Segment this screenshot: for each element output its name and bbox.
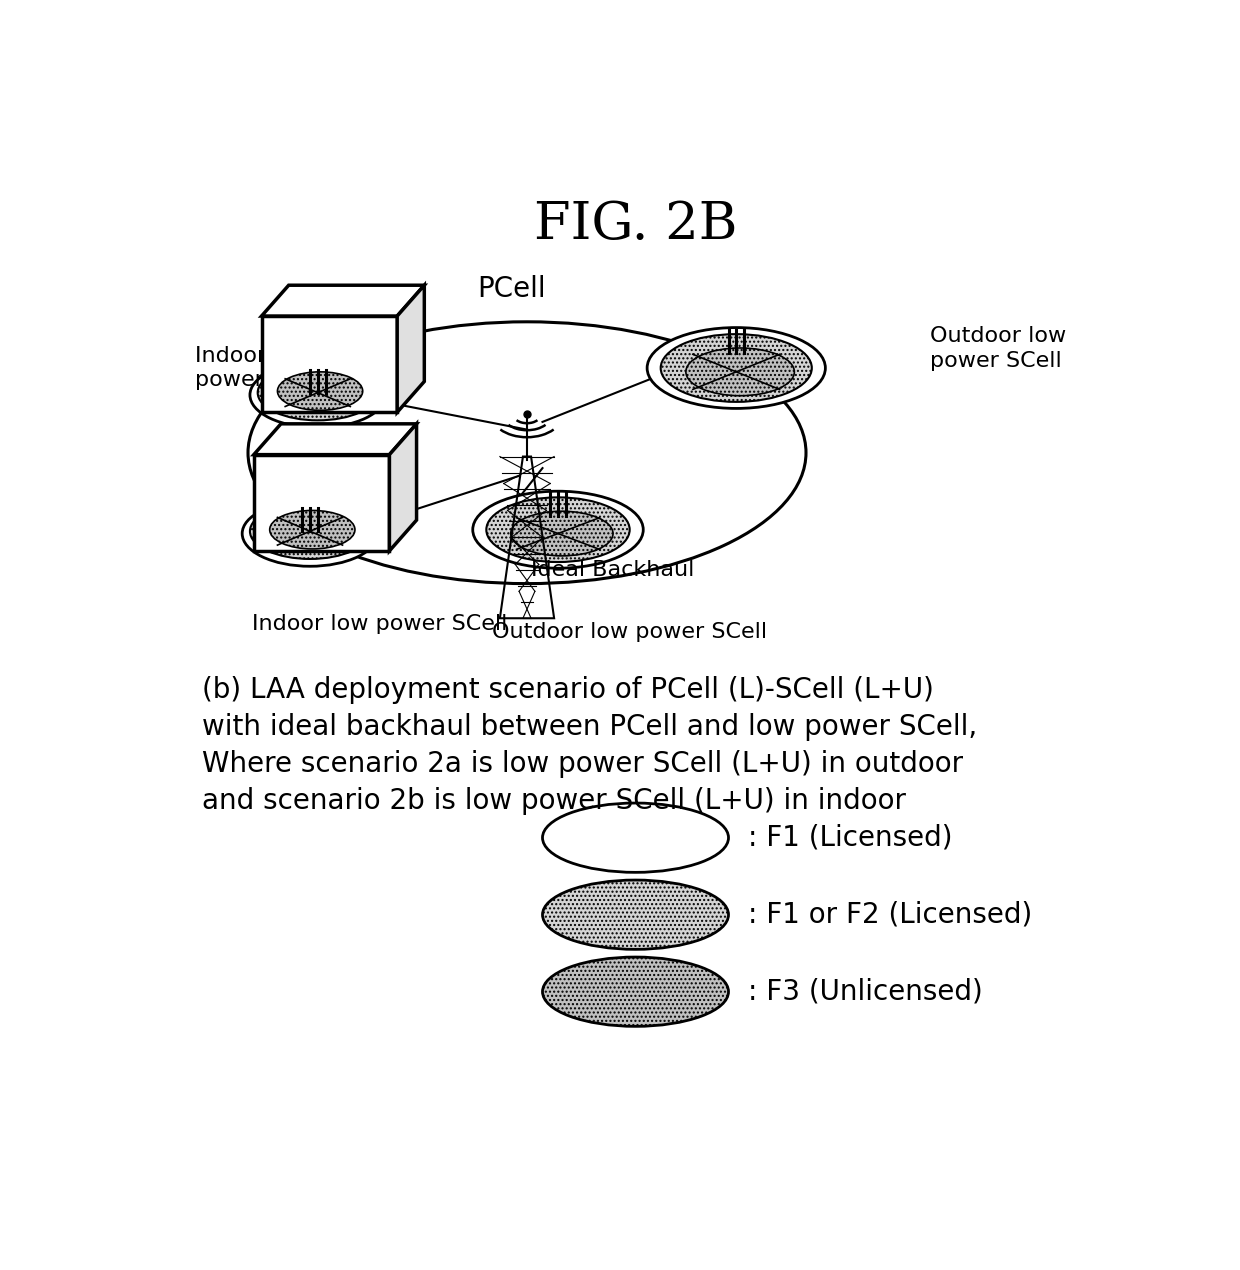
Text: Where scenario 2a is low power SCell (L+U) in outdoor: Where scenario 2a is low power SCell (L+… xyxy=(201,749,962,779)
Ellipse shape xyxy=(278,372,363,410)
Ellipse shape xyxy=(661,334,812,401)
Text: FIG. 2B: FIG. 2B xyxy=(533,198,738,250)
Ellipse shape xyxy=(270,511,355,549)
Text: PCell: PCell xyxy=(477,274,546,302)
Ellipse shape xyxy=(647,328,826,409)
Ellipse shape xyxy=(258,364,378,420)
Ellipse shape xyxy=(248,321,806,584)
Text: Outdoor low
power SCell: Outdoor low power SCell xyxy=(930,326,1066,371)
Ellipse shape xyxy=(472,491,644,568)
Polygon shape xyxy=(397,286,424,413)
Ellipse shape xyxy=(543,880,729,950)
Ellipse shape xyxy=(250,362,386,428)
Ellipse shape xyxy=(543,803,729,872)
Ellipse shape xyxy=(242,500,378,566)
Bar xyxy=(262,316,397,413)
Ellipse shape xyxy=(511,512,613,556)
Text: Indoor low power SCell: Indoor low power SCell xyxy=(252,615,507,635)
Polygon shape xyxy=(262,286,424,316)
Text: Outdoor low power SCell: Outdoor low power SCell xyxy=(492,622,768,643)
Ellipse shape xyxy=(543,958,729,1026)
Text: with ideal backhaul between PCell and low power SCell,: with ideal backhaul between PCell and lo… xyxy=(201,712,977,740)
Text: and scenario 2b is low power SCell (L+U) in indoor: and scenario 2b is low power SCell (L+U)… xyxy=(201,787,905,815)
Text: : F1 or F2 (Licensed): : F1 or F2 (Licensed) xyxy=(748,900,1032,928)
Ellipse shape xyxy=(486,498,630,563)
Text: Indoor low
power SCell: Indoor low power SCell xyxy=(196,345,327,390)
Ellipse shape xyxy=(686,348,795,396)
Bar xyxy=(254,455,389,551)
Text: (b) LAA deployment scenario of PCell (L)-SCell (L+U): (b) LAA deployment scenario of PCell (L)… xyxy=(201,676,934,704)
Ellipse shape xyxy=(250,503,370,559)
Text: Ideal Backhaul: Ideal Backhaul xyxy=(531,560,694,580)
Text: : F1 (Licensed): : F1 (Licensed) xyxy=(748,824,952,852)
Text: : F3 (Unlicensed): : F3 (Unlicensed) xyxy=(748,978,982,1006)
Polygon shape xyxy=(254,424,417,455)
Polygon shape xyxy=(389,424,417,551)
